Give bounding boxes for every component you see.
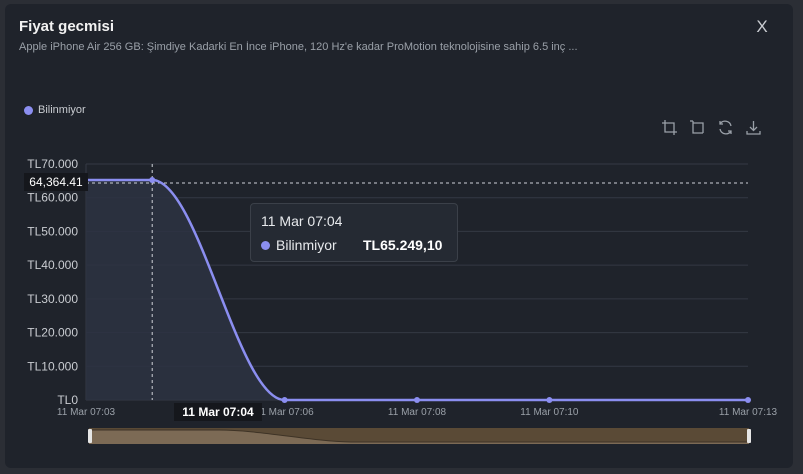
y-tick-label: TL40.000 [27,258,78,272]
x-tick-label: 11 Mar 07:06 [256,407,315,418]
slider-preview-line [89,429,749,443]
crop-reset-icon[interactable] [686,116,708,138]
chart-legend[interactable]: Bilinmiyor [24,104,86,116]
tooltip-value: TL65.249,10 [363,237,443,253]
crosshair-x-label: 11 Mar 07:04 [174,403,262,421]
y-tick-label: TL50.000 [27,224,78,238]
slider-preview-area [89,430,749,444]
series-area [86,180,285,400]
legend-label: Bilinmiyor [38,104,86,116]
y-tick-label: TL70.000 [27,157,78,171]
data-point [546,397,553,403]
x-tick-label: 11 Mar 07:08 [388,407,447,418]
crop-icon[interactable] [658,116,680,138]
range-slider[interactable] [89,428,749,444]
y-tick-label: TL20.000 [27,326,78,340]
y-tick-label: TL60.000 [27,191,78,205]
crosshair-y-label: 64,364.41 [24,173,88,191]
data-point [414,397,420,403]
data-point [149,177,156,184]
y-tick-label: TL0 [57,393,78,407]
product-subtitle: Apple iPhone Air 256 GB: Şimdiye Kadarki… [19,41,578,53]
tooltip-series-name: Bilinmiyor [276,237,337,253]
chart-tooltip: 11 Mar 07:04 Bilinmiyor TL65.249,10 [250,203,458,262]
x-tick-label: 11 Mar 07:13 [719,407,778,418]
y-tick-label: TL30.000 [27,292,78,306]
slider-right-handle[interactable] [747,429,751,443]
chart-toolbar [658,116,764,138]
tooltip-series-dot-icon [261,241,270,250]
close-button[interactable]: X [756,17,768,36]
download-icon[interactable] [742,116,764,138]
refresh-icon[interactable] [714,116,736,138]
y-tick-label: TL10.000 [27,359,78,373]
modal-title: Fiyat gecmisi [19,18,115,35]
x-tick-label: 11 Mar 07:03 [57,407,116,418]
slider-left-handle[interactable] [88,429,92,443]
data-point [281,397,288,403]
x-tick-label: 11 Mar 07:10 [520,407,579,418]
data-point [745,397,751,403]
tooltip-time: 11 Mar 07:04 [261,213,343,229]
legend-dot-icon [24,105,33,115]
